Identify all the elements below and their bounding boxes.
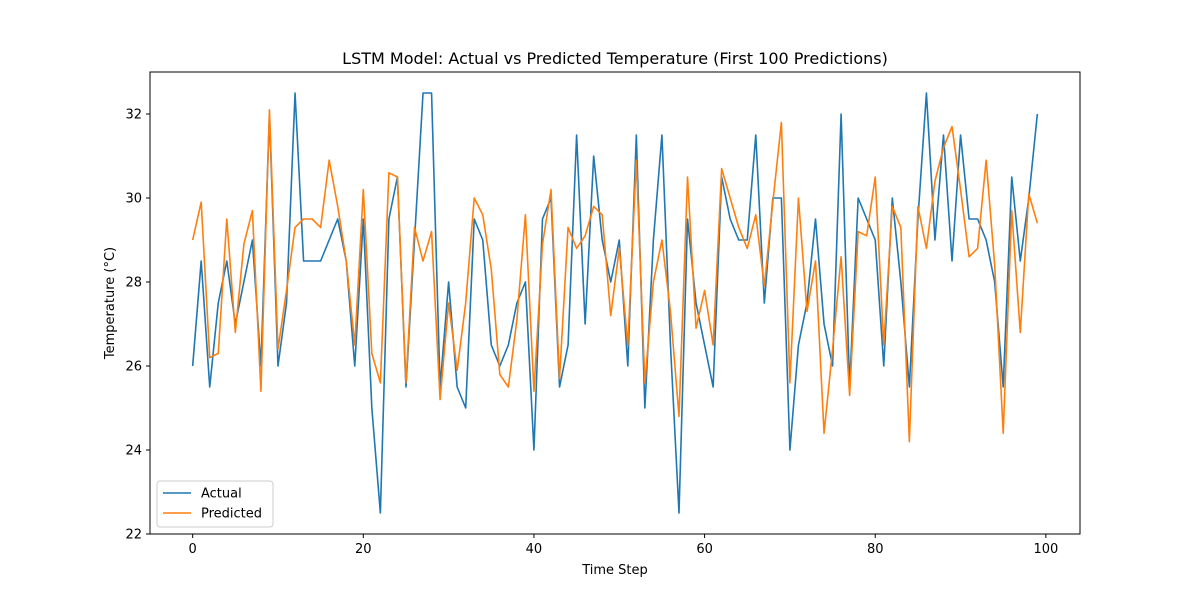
y-tick-label: 22: [125, 528, 142, 543]
x-axis-label: Time Step: [581, 563, 648, 578]
y-tick-label: 30: [125, 192, 142, 207]
legend-label-actual: Actual: [201, 487, 242, 502]
x-tick-label: 40: [526, 542, 543, 557]
plot-area: [149, 71, 1081, 535]
y-axis-label: Temperature (°C): [103, 247, 118, 360]
y-tick-label: 26: [125, 360, 142, 375]
x-tick-label: 20: [355, 542, 372, 557]
legend-label-predicted: Predicted: [201, 507, 262, 522]
x-tick-label: 60: [696, 542, 713, 557]
series-line-predicted: [191, 109, 1039, 443]
series-line-actual: [191, 92, 1039, 514]
axes-frame: [149, 71, 1081, 535]
x-tick-label: 0: [189, 542, 197, 557]
y-axis-ticks: 22 24 26 28 30 32: [125, 108, 150, 543]
x-tick-label: 100: [1033, 542, 1058, 557]
y-tick-label: 32: [125, 108, 142, 123]
legend: Actual Predicted: [156, 480, 274, 528]
x-tick-label: 80: [867, 542, 884, 557]
chart-title: LSTM Model: Actual vs Predicted Temperat…: [342, 49, 888, 68]
x-axis-ticks: 0 20 40 60 80 100: [189, 534, 1058, 557]
y-tick-label: 24: [125, 444, 142, 459]
y-tick-label: 28: [125, 276, 142, 291]
